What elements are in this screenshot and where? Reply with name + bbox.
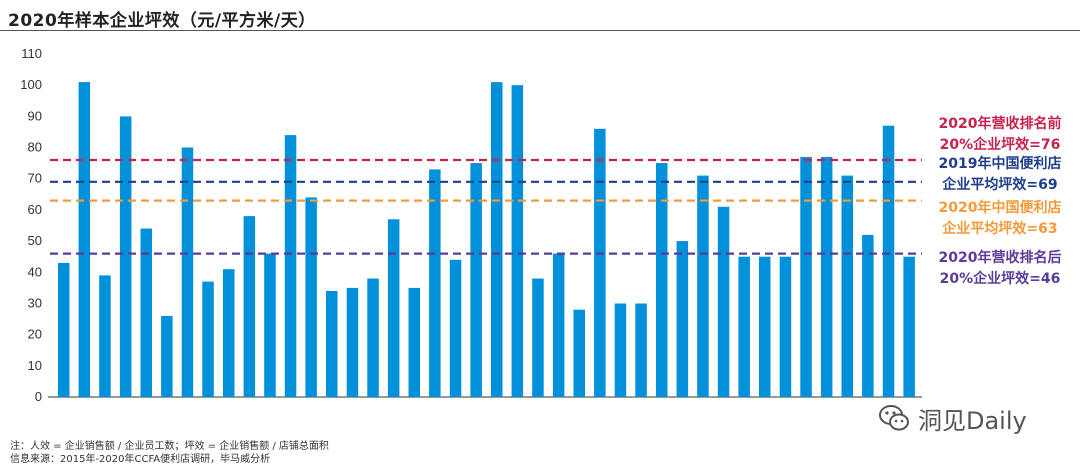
chart-title: 2020年样本企业坪效（元/平方米/天） xyxy=(8,11,316,31)
bar xyxy=(862,234,874,397)
reference-label-line2: 企业平均坪效=63 xyxy=(941,220,1057,237)
bar xyxy=(161,315,173,397)
reference-label-line2: 20%企业坪效=76 xyxy=(940,136,1061,153)
y-tick-label: 40 xyxy=(28,264,42,279)
reference-label-line1: 2020年中国便利店 xyxy=(939,199,1062,216)
bar xyxy=(511,85,524,397)
bar xyxy=(738,256,750,397)
bar xyxy=(779,256,792,397)
bar xyxy=(614,303,627,397)
reference-label-line1: 2020年营收排名后 xyxy=(939,249,1062,266)
bar xyxy=(470,163,482,397)
bar xyxy=(594,128,606,398)
y-tick-label: 10 xyxy=(28,358,42,373)
bar xyxy=(697,175,709,397)
bar xyxy=(202,281,214,397)
bar xyxy=(759,256,771,397)
bar xyxy=(820,156,833,397)
bar xyxy=(573,309,585,397)
chart-notes: 注：人效 = 企业销售额 / 企业员工数；坪效 = 企业销售额 / 店铺总面积 … xyxy=(10,440,329,466)
bar xyxy=(491,82,503,397)
reference-label-line2: 20%企业坪效=46 xyxy=(940,270,1061,287)
bar xyxy=(99,275,111,397)
bar xyxy=(635,303,647,397)
bar xyxy=(903,256,915,397)
bar xyxy=(676,241,689,397)
reference-label-line1: 2019年中国便利店 xyxy=(939,155,1062,172)
bar xyxy=(346,287,359,397)
bar xyxy=(800,156,812,397)
bar xyxy=(532,278,544,397)
watermark: 洞见Daily xyxy=(876,398,1027,438)
wechat-icon xyxy=(879,405,909,431)
y-tick-label: 30 xyxy=(28,295,42,310)
reference-label-line2: 企业平均坪效=69 xyxy=(941,176,1057,193)
y-tick-label: 20 xyxy=(28,327,42,342)
reference-label-line1: 2020年营收排名前 xyxy=(939,115,1062,132)
y-tick-label: 0 xyxy=(35,389,42,404)
bar xyxy=(305,197,317,397)
bar xyxy=(58,262,70,397)
bar xyxy=(367,278,379,397)
bar-chart: 0 10 20 30 40 50 60 70 80 90 100 110 2020年营收排名前 20%企… xyxy=(20,46,1062,404)
y-tick-label: 50 xyxy=(28,233,42,248)
y-tick-label: 100 xyxy=(20,77,42,92)
bar xyxy=(656,163,668,397)
bar xyxy=(841,175,853,397)
y-tick-label: 110 xyxy=(21,46,42,61)
bar xyxy=(326,291,338,397)
title-divider xyxy=(0,30,1080,31)
bar xyxy=(181,147,194,397)
y-tick-label: 70 xyxy=(28,171,42,186)
bar xyxy=(78,82,91,397)
note-source: 信息来源：2015年-2020年CCFA便利店调研，毕马威分析 xyxy=(10,454,271,465)
y-tick-label: 80 xyxy=(28,140,42,155)
bar xyxy=(243,216,256,397)
y-tick-label: 90 xyxy=(28,108,42,123)
bar xyxy=(408,287,420,397)
bar xyxy=(552,253,565,397)
bar xyxy=(882,125,895,397)
bar xyxy=(284,135,297,397)
bar xyxy=(223,269,235,397)
watermark-text: 洞见Daily xyxy=(918,406,1027,435)
bar xyxy=(264,253,276,397)
y-tick-label: 60 xyxy=(28,202,42,217)
bar xyxy=(717,206,730,397)
bar xyxy=(140,228,152,397)
bar xyxy=(429,169,441,397)
bar xyxy=(119,116,132,398)
bar xyxy=(449,259,462,397)
note-definition: 注：人效 = 企业销售额 / 企业员工数；坪效 = 企业销售额 / 店铺总面积 xyxy=(10,441,329,452)
bar xyxy=(387,219,400,397)
